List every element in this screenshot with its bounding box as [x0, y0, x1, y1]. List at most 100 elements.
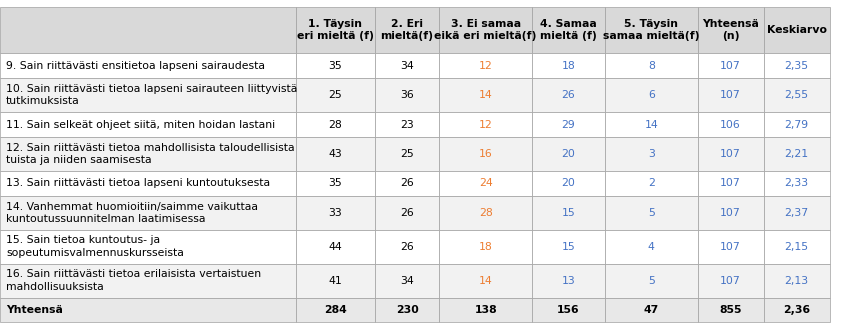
Text: 6: 6 [648, 90, 655, 100]
Text: 106: 106 [720, 119, 741, 130]
Text: 855: 855 [719, 305, 742, 315]
Text: 18: 18 [561, 61, 576, 71]
Text: 11. Sain selkeät ohjeet siitä, miten hoidan lastani: 11. Sain selkeät ohjeet siitä, miten hoi… [6, 119, 275, 130]
Bar [764, 7, 830, 53]
Text: 107: 107 [720, 61, 741, 71]
Text: 23: 23 [400, 119, 414, 130]
Text: 35: 35 [329, 61, 342, 71]
Text: 12: 12 [479, 61, 492, 71]
Bar [532, 297, 605, 322]
Text: 2,36: 2,36 [783, 305, 810, 315]
Bar [605, 112, 698, 137]
Text: 36: 36 [400, 90, 414, 100]
Text: 12. Sain riittävästi tietoa mahdollisista taloudellisista
tuista ja niiden saami: 12. Sain riittävästi tietoa mahdollisist… [6, 143, 294, 165]
Bar [605, 230, 698, 264]
Bar [375, 297, 439, 322]
Text: 33: 33 [329, 208, 342, 218]
Bar [296, 7, 375, 53]
Bar [532, 171, 605, 196]
Bar [375, 196, 439, 230]
Bar [764, 53, 830, 78]
Text: 107: 107 [720, 149, 741, 159]
Bar [0, 137, 296, 171]
Text: Yhteensä: Yhteensä [6, 305, 63, 315]
Text: 26: 26 [400, 208, 414, 218]
Bar [698, 297, 764, 322]
Text: 4: 4 [648, 242, 655, 252]
Bar [532, 112, 605, 137]
Bar [605, 53, 698, 78]
Bar [605, 171, 698, 196]
Text: 2: 2 [648, 178, 655, 189]
Text: 43: 43 [329, 149, 342, 159]
Bar [698, 230, 764, 264]
Bar [764, 297, 830, 322]
Bar [605, 137, 698, 171]
Bar [764, 230, 830, 264]
Text: 14. Vanhemmat huomioitiin/saimme vaikuttaa
kuntoutussuunnitelman laatimisessa: 14. Vanhemmat huomioitiin/saimme vaikutt… [6, 202, 258, 224]
Bar [698, 78, 764, 112]
Text: 2,33: 2,33 [784, 178, 809, 189]
Text: 47: 47 [644, 305, 659, 315]
Bar [439, 230, 532, 264]
Text: 41: 41 [329, 276, 342, 286]
Text: 25: 25 [329, 90, 342, 100]
Bar [0, 264, 296, 297]
Text: 2,13: 2,13 [784, 276, 809, 286]
Text: 24: 24 [479, 178, 492, 189]
Bar [764, 78, 830, 112]
Text: 2,35: 2,35 [784, 61, 809, 71]
Bar [439, 7, 532, 53]
Text: Yhteensä
(n): Yhteensä (n) [702, 19, 759, 41]
Text: 12: 12 [479, 119, 492, 130]
Bar [375, 78, 439, 112]
Text: 2,15: 2,15 [784, 242, 809, 252]
Text: 26: 26 [400, 178, 414, 189]
Text: 26: 26 [400, 242, 414, 252]
Bar [698, 137, 764, 171]
Text: 15: 15 [561, 208, 576, 218]
Text: 5. Täysin
samaa mieltä(f): 5. Täysin samaa mieltä(f) [603, 19, 699, 41]
Bar [0, 297, 296, 322]
Text: 107: 107 [720, 276, 741, 286]
Bar [532, 53, 605, 78]
Bar [439, 78, 532, 112]
Text: 13. Sain riittävästi tietoa lapseni kuntoutuksesta: 13. Sain riittävästi tietoa lapseni kunt… [6, 178, 270, 189]
Text: 26: 26 [561, 90, 576, 100]
Text: 3: 3 [648, 149, 655, 159]
Text: 44: 44 [329, 242, 342, 252]
Bar [698, 53, 764, 78]
Bar [764, 137, 830, 171]
Bar [764, 171, 830, 196]
Bar [0, 112, 296, 137]
Text: 10. Sain riittävästi tietoa lapseni sairauteen liittyvistä
tutkimuksista: 10. Sain riittävästi tietoa lapseni sair… [6, 84, 298, 106]
Bar [0, 230, 296, 264]
Text: 5: 5 [648, 276, 655, 286]
Bar [698, 112, 764, 137]
Bar [698, 171, 764, 196]
Text: 284: 284 [324, 305, 347, 315]
Bar [698, 264, 764, 297]
Text: 14: 14 [479, 90, 492, 100]
Text: 3. Ei samaa
eikä eri mieltä(f): 3. Ei samaa eikä eri mieltä(f) [434, 19, 537, 41]
Text: 107: 107 [720, 242, 741, 252]
Bar [375, 264, 439, 297]
Bar [764, 196, 830, 230]
Bar [605, 264, 698, 297]
Bar [296, 196, 375, 230]
Text: 1. Täysin
eri mieltä (f): 1. Täysin eri mieltä (f) [297, 19, 374, 41]
Text: 8: 8 [648, 61, 655, 71]
Bar [296, 264, 375, 297]
Text: 107: 107 [720, 178, 741, 189]
Bar [439, 297, 532, 322]
Text: 9. Sain riittävästi ensitietoa lapseni sairaudesta: 9. Sain riittävästi ensitietoa lapseni s… [6, 61, 265, 71]
Bar [296, 53, 375, 78]
Bar [532, 7, 605, 53]
Bar [764, 112, 830, 137]
Text: 156: 156 [557, 305, 580, 315]
Bar [375, 53, 439, 78]
Bar [296, 171, 375, 196]
Bar [532, 196, 605, 230]
Text: 15: 15 [561, 242, 576, 252]
Bar [439, 53, 532, 78]
